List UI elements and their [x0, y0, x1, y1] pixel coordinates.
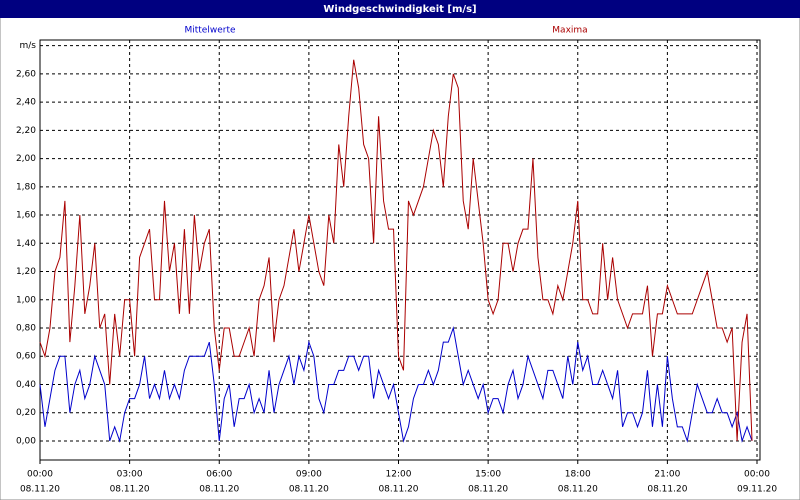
x-tick-label: 18:00	[565, 470, 591, 480]
chart-title: Windgeschwindigkeit [m/s]	[323, 4, 476, 15]
x-tick-label: 15:00	[475, 470, 501, 480]
x-tick-date: 08.11.20	[289, 485, 329, 495]
x-tick-label: 03:00	[117, 470, 143, 480]
y-tick-label: 2,40	[16, 98, 36, 108]
y-tick-label: 2,00	[16, 154, 36, 164]
y-tick-label: 1,40	[16, 239, 36, 249]
y-tick-label: 1,60	[16, 211, 36, 221]
data-line	[39, 326, 753, 443]
x-tick-label: 00:00	[27, 470, 53, 480]
x-tick-label: 09:00	[296, 470, 322, 480]
y-tick-label: 0,00	[16, 436, 36, 446]
legend-entry: Mittelwerte	[184, 26, 235, 36]
y-tick-label: 0,80	[16, 324, 36, 334]
x-tick-label: 12:00	[386, 470, 412, 480]
plot-area	[39, 39, 761, 461]
y-tick-label: 0,20	[16, 408, 36, 418]
x-tick-label: 00:00	[744, 470, 770, 480]
x-tick-date: 08.11.20	[20, 485, 60, 495]
y-tick-label: 1,00	[16, 295, 36, 305]
y-tick-label: 0,40	[16, 380, 36, 390]
x-tick-label: 21:00	[654, 470, 680, 480]
x-tick-date: 08.11.20	[647, 485, 687, 495]
y-tick-label: 2,60	[16, 69, 36, 79]
y-tick-label: m/s	[20, 41, 37, 51]
data-line	[39, 59, 753, 441]
title-bar	[0, 0, 800, 18]
x-tick-date: 08.11.20	[199, 485, 239, 495]
y-tick-label: 2,20	[16, 126, 36, 136]
x-tick-date: 09.11.20	[737, 485, 777, 495]
x-tick-date: 08.11.20	[378, 485, 418, 495]
x-tick-date: 08.11.20	[110, 485, 150, 495]
x-tick-date: 08.11.20	[558, 485, 598, 495]
y-tick-label: 1,80	[16, 182, 36, 192]
x-tick-date: 08.11.20	[468, 485, 508, 495]
y-tick-label: 1,20	[16, 267, 36, 277]
legend-entry: Maxima	[552, 26, 587, 36]
x-tick-label: 06:00	[206, 470, 232, 480]
y-tick-label: 0,60	[16, 352, 36, 362]
